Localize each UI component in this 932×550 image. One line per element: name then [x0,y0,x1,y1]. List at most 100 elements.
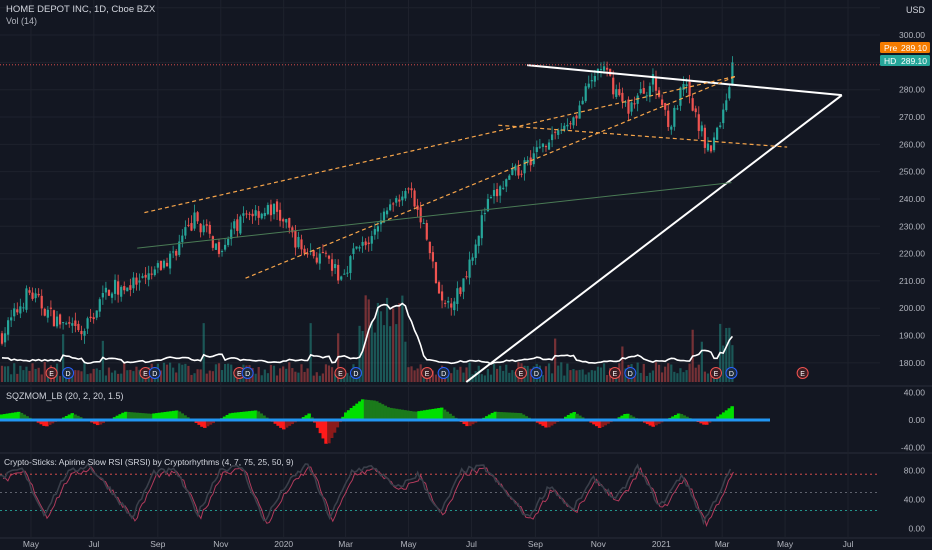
sqz-histogram-bar [363,399,368,420]
svg-text:D: D [353,371,358,378]
candle-body [318,253,321,264]
sqz-histogram-bar [93,420,97,424]
svg-text:E: E [425,371,430,378]
volume-bar [462,372,465,382]
volume-bar [349,375,352,382]
volume-bar [13,363,16,382]
candle-body [306,253,309,255]
volume-bar [77,370,80,382]
sqz-histogram-bar [685,416,689,420]
volume-bar [83,362,86,382]
trend-line [498,124,788,148]
earnings-event-marker: E [233,367,246,379]
sqz-histogram-bar [366,399,371,420]
volume-bar [95,368,98,382]
volume-bar [495,368,499,382]
volume-bar [682,372,685,382]
sqz-histogram-bar [129,412,134,420]
volume-bar [477,365,480,382]
price-tick-label: 180.00 [899,358,925,368]
sqz-histogram-bar [352,405,357,420]
candle-body [233,221,236,229]
volume-bar [10,374,13,382]
sqz-histogram-bar [180,413,184,420]
price-tick-label: 220.00 [899,249,925,259]
candle-body [459,287,462,295]
candle-body [382,211,386,223]
volume-bar [526,365,529,382]
volume-bar [214,364,218,382]
candle-body [511,168,514,176]
sqz-histogram-bar [287,420,292,426]
candle-body [563,125,566,130]
volume-bar [636,362,639,382]
candle-body [16,309,19,313]
sqz-histogram-bar [437,408,441,420]
candle-body [630,102,633,112]
volume-bar [575,370,578,382]
volume-bar [670,364,673,382]
volume-bar [230,364,233,382]
sqz-histogram-bar [349,408,354,420]
sqz-histogram-bar [157,412,162,420]
sqz-histogram-bar [324,420,328,444]
candle-body [129,285,132,290]
sqz-histogram-bar [380,404,385,420]
candle-body [227,238,230,246]
sqz-histogram-bar [73,414,77,420]
candle-body [269,204,273,216]
dividend-event-marker: D [530,367,543,379]
candle-body [92,317,95,320]
candle-body [346,272,349,274]
volume-bar [367,299,370,382]
candle-body [554,131,557,133]
volume-bar [661,372,664,382]
candle-body [312,250,315,257]
sqz-histogram-bar [716,416,720,420]
volume-bar [58,375,62,382]
volume-bar [492,364,496,382]
volume-bar [266,373,269,382]
sqz-histogram-bar [606,420,610,424]
earnings-event-marker: E [796,367,809,379]
candle-body [392,203,395,205]
sqz-histogram-bar [510,412,514,420]
volume-bar [34,368,37,382]
volume-bar [404,341,407,382]
drawn-trend-lines[interactable] [0,64,880,383]
rsi-pane[interactable] [0,462,880,528]
volume-bar [31,363,34,382]
candle-body [401,196,404,201]
volume-bar [346,373,349,382]
candle-body [80,330,83,335]
volume-bar [450,373,453,382]
volume-bar [401,295,404,382]
candle-body [330,259,334,271]
sqz-histogram-bar [169,411,173,420]
sqz-histogram-bar [651,420,655,427]
volume-bar [499,365,502,382]
candle-body [514,165,517,171]
price-tick-label: 190.00 [899,331,925,341]
sqz-histogram-bar [143,413,148,420]
svg-text:289.10: 289.10 [901,56,927,66]
sqzmom-pane[interactable] [0,399,770,444]
candle-body [303,248,306,254]
candle-body [135,277,138,285]
candle-body [709,145,713,152]
price-axes: 310.00300.00290.00280.00270.00260.00250.… [23,3,925,549]
volume-bar [560,362,563,382]
sqz-tick-label: -40.00 [901,443,925,453]
candle-body [575,115,578,119]
candle-body [349,256,352,273]
candle-body [541,143,545,147]
candle-body [236,219,239,231]
candle-body [602,66,606,71]
price-tick-label: 210.00 [899,276,925,286]
time-tick-label: 2021 [652,539,671,549]
volume-bar [385,297,389,382]
candle-body [19,306,22,314]
earnings-event-marker: E [421,367,434,379]
